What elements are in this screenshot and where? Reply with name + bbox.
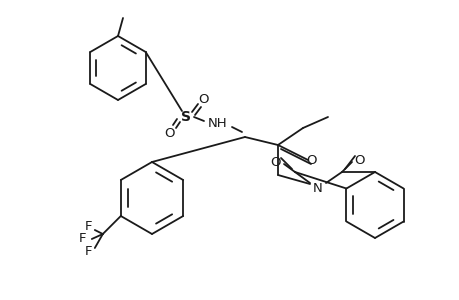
Text: F: F — [85, 220, 92, 232]
Text: O: O — [354, 154, 364, 166]
Text: F: F — [79, 232, 86, 245]
Text: S: S — [180, 110, 190, 124]
Text: O: O — [270, 155, 280, 169]
Text: O: O — [198, 92, 209, 106]
Text: O: O — [164, 127, 175, 140]
Text: N: N — [313, 182, 322, 194]
Text: F: F — [85, 245, 92, 259]
Text: O: O — [306, 154, 317, 166]
Text: NH: NH — [208, 116, 227, 130]
